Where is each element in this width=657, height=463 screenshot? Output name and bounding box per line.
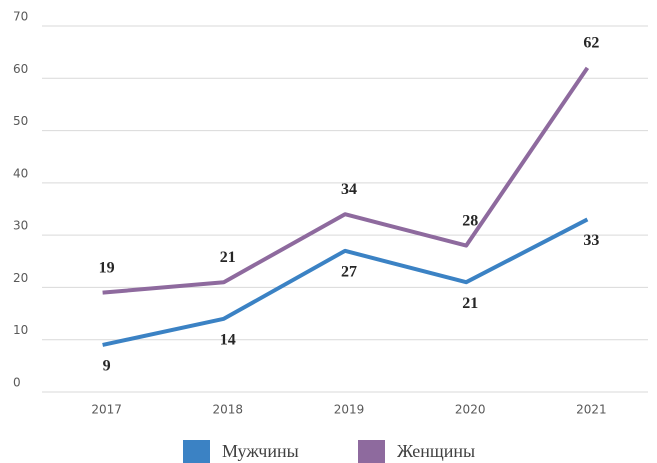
data-label: 19 <box>99 259 115 276</box>
data-label: 62 <box>583 35 599 52</box>
x-tick-label: 2020 <box>455 403 486 417</box>
y-tick-label: 40 <box>13 166 28 180</box>
y-tick-label: 50 <box>13 114 28 128</box>
legend-label: Мужчины <box>222 441 299 461</box>
x-tick-label: 2018 <box>213 403 244 417</box>
x-tick-label: 2017 <box>91 403 122 417</box>
legend-swatch <box>358 440 385 463</box>
y-tick-label: 10 <box>13 323 28 337</box>
y-tick-label: 60 <box>13 62 28 76</box>
data-label: 33 <box>583 232 599 249</box>
y-tick-label: 20 <box>13 271 28 285</box>
data-label: 28 <box>462 212 478 229</box>
series-line <box>102 217 589 347</box>
series-line <box>102 66 590 295</box>
y-tick-label: 0 <box>13 376 21 390</box>
legend-label: Женщины <box>397 441 475 461</box>
data-label: 34 <box>341 181 357 198</box>
data-label: 21 <box>462 295 478 312</box>
x-tick-label: 2021 <box>576 403 607 417</box>
data-label: 9 <box>103 358 111 375</box>
legend-swatch <box>183 440 210 463</box>
data-label: 14 <box>220 331 236 348</box>
y-tick-label: 30 <box>13 219 28 233</box>
data-label: 21 <box>220 249 236 266</box>
y-tick-label: 70 <box>13 10 28 24</box>
data-label: 27 <box>341 264 357 281</box>
x-tick-label: 2019 <box>334 403 365 417</box>
